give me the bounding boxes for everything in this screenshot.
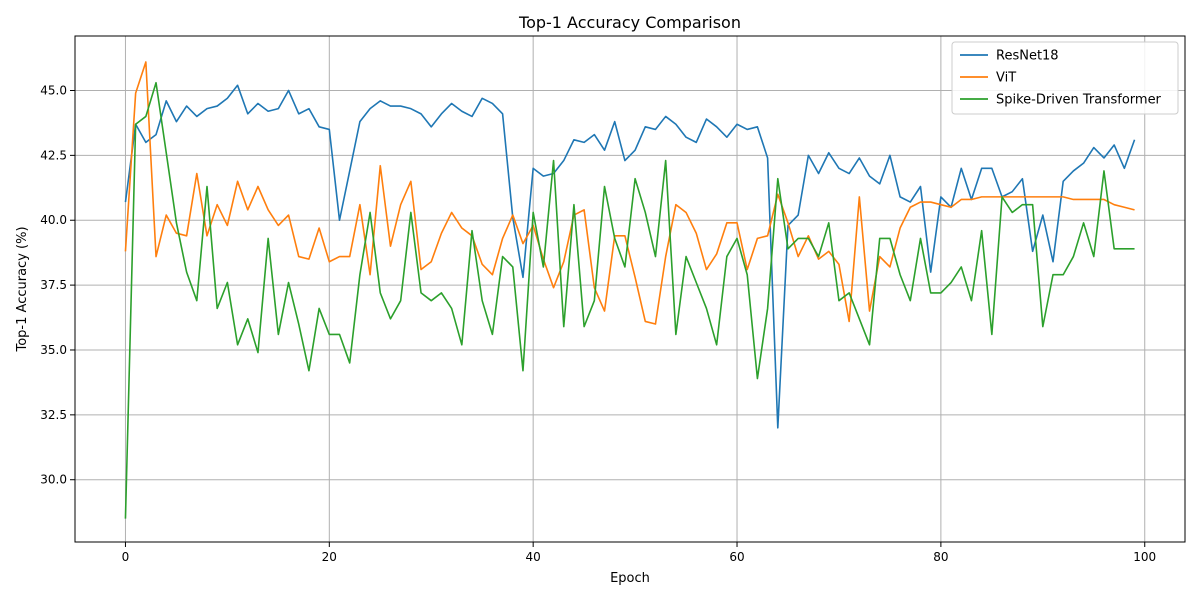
series-line-spike-driven-transformer: [124, 81, 1135, 519]
y-tick-label: 32.5: [40, 408, 67, 422]
series-lines: [124, 61, 1136, 519]
y-tick-label: 45.0: [40, 83, 67, 97]
x-tick-label: 60: [729, 550, 744, 564]
y-tick-label: 40.0: [40, 213, 67, 227]
x-tick-label: 20: [322, 550, 337, 564]
legend-box: [951, 41, 1179, 115]
x-axis-ticks: 0 20 40 60 80 100: [122, 542, 1156, 564]
series-line-resnet18: [124, 84, 1136, 429]
x-tick-label: 0: [122, 550, 130, 564]
legend-entry: ResNet18: [996, 49, 1059, 64]
y-tick-label: 30.0: [40, 473, 67, 487]
x-tick-label: 40: [526, 550, 541, 564]
legend-entry: ViT: [996, 71, 1016, 86]
y-axis-label: Top-1 Accuracy (%): [15, 226, 30, 352]
plot-frame: [74, 35, 1186, 543]
legend-entry: Spike-Driven Transformer: [996, 93, 1162, 108]
y-tick-label: 37.5: [40, 278, 67, 292]
x-tick-label: 100: [1133, 550, 1156, 564]
y-tick-label: 35.0: [40, 343, 67, 357]
legend: ResNet18 ViT Spike-Driven Transformer: [951, 41, 1179, 115]
chart-title: Top-1 Accuracy Comparison: [518, 13, 741, 32]
y-tick-label: 42.5: [40, 148, 67, 162]
x-axis-label: Epoch: [610, 571, 650, 586]
series-line-vit: [124, 61, 1135, 325]
y-axis-ticks: 30.0 32.5 35.0 37.5 40.0 42.5 45.0: [40, 83, 75, 487]
x-tick-label: 80: [933, 550, 948, 564]
